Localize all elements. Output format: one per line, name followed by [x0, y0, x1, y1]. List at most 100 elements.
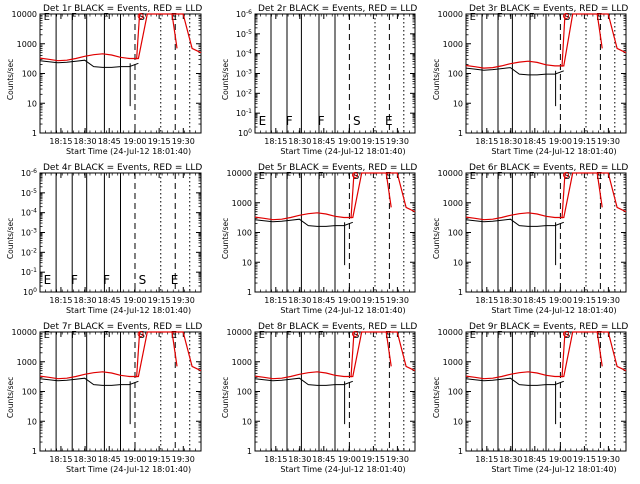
y-tick-label: 100: [22, 388, 37, 397]
y-tick-label: 10: [27, 417, 37, 426]
panel-title: Det 6r BLACK = Events, RED = LLD: [469, 163, 628, 173]
x-tick-label: 18:30: [288, 455, 311, 464]
x-axis-label: Start Time (24-Jul-12 18:01:40): [280, 306, 405, 315]
x-axis-label: Start Time (24-Jul-12 18:01:40): [66, 465, 191, 474]
flare-marker: E: [44, 330, 50, 341]
y-tick-label: 1: [458, 447, 463, 456]
y-tick-label: 100: [237, 388, 252, 397]
x-tick-label: 19:30: [386, 455, 409, 464]
y-tick-label: 1: [32, 447, 37, 456]
x-tick-label: 18:45: [98, 296, 121, 305]
x-tick-label: 19:30: [597, 296, 620, 305]
flare-marker: S: [353, 171, 359, 182]
y-tick-label: 10: [242, 258, 252, 267]
panel-title: Det 3r BLACK = Events, RED = LLD: [469, 4, 628, 14]
x-tick-label: 19:30: [172, 455, 195, 464]
flare-marker: E: [259, 330, 265, 341]
y-tick-label: 10000: [227, 169, 252, 178]
y-tick-label: 10-1: [236, 108, 252, 118]
y-axis-label: Counts/sec: [432, 377, 441, 418]
y-tick-label: 100: [22, 70, 37, 79]
x-tick-label: 19:00: [549, 137, 572, 146]
flare-marker: S: [139, 12, 145, 23]
flare-marker: F: [103, 330, 109, 341]
lld-saturation-marker: [352, 172, 358, 178]
lld-saturation-marker: [563, 172, 569, 178]
lld-rise: [561, 13, 566, 67]
flare-marker: F: [318, 114, 325, 128]
x-axis-label: Start Time (24-Jul-12 18:01:40): [66, 147, 191, 156]
lld-trace: [39, 13, 202, 62]
y-tick-label: 1000: [232, 358, 252, 367]
x-tick-label: 18:45: [523, 137, 546, 146]
y-tick-label: 10-5: [236, 29, 252, 39]
y-tick-label: 1000: [443, 358, 463, 367]
x-tick-label: 18:15: [264, 455, 287, 464]
event-trace: [465, 377, 564, 386]
x-axis-label: Start Time (24-Jul-12 18:01:40): [66, 306, 191, 315]
y-tick-label: 100: [23, 287, 37, 297]
y-tick-label: 1: [32, 129, 37, 138]
x-tick-label: 19:30: [386, 137, 409, 146]
panel-title: Det 8r BLACK = Events, RED = LLD: [258, 322, 417, 332]
flare-marker: S: [353, 114, 361, 128]
x-tick-label: 19:15: [148, 455, 171, 464]
lld-saturation-marker: [137, 13, 144, 19]
lld-decay: [385, 331, 392, 367]
x-tick-label: 19:30: [172, 296, 195, 305]
flare-marker: S: [564, 12, 570, 23]
lld-decay: [596, 13, 603, 49]
x-tick-label: 18:15: [49, 137, 72, 146]
y-tick-label: 10-3: [21, 228, 37, 238]
y-tick-label: 1: [247, 288, 252, 297]
flare-marker: F: [103, 273, 110, 287]
lld-rise: [350, 172, 355, 219]
lld-saturation-marker: [563, 331, 569, 337]
x-axis-label: Start Time (24-Jul-12 18:01:40): [491, 147, 616, 156]
y-tick-label: 10: [453, 99, 463, 108]
y-tick-label: 10000: [438, 169, 463, 178]
flare-marker: E: [470, 12, 476, 23]
flare-marker: F: [103, 12, 109, 23]
x-tick-label: 18:30: [74, 455, 97, 464]
flare-marker: E: [385, 171, 391, 182]
x-tick-label: 18:15: [475, 137, 498, 146]
x-tick-label: 18:30: [499, 455, 522, 464]
x-tick-label: 18:45: [98, 137, 121, 146]
x-tick-label: 18:45: [312, 137, 335, 146]
x-tick-label: 19:00: [338, 455, 361, 464]
x-tick-label: 19:00: [123, 455, 146, 464]
y-axis-label: Counts/sec: [432, 59, 441, 100]
flare-marker: E: [171, 273, 179, 287]
panel-det6: Det 6r BLACK = Events, RED = LLD 1 10 100 10…: [432, 163, 628, 315]
x-tick-label: 18:45: [312, 455, 335, 464]
flare-marker: E: [596, 171, 602, 182]
x-tick-label: 18:45: [523, 455, 546, 464]
y-axis-label: Counts/sec: [6, 377, 15, 418]
flare-marker: E: [259, 114, 267, 128]
panel-det5: Det 5r BLACK = Events, RED = LLD 1 10 100 10…: [221, 163, 417, 315]
flare-marker: F: [497, 12, 503, 23]
event-trace: [465, 67, 564, 76]
flare-marker: F: [497, 171, 503, 182]
y-tick-label: 10000: [12, 328, 37, 337]
y-tick-label: 10-3: [236, 69, 252, 79]
y-tick-label: 100: [237, 229, 252, 238]
flare-marker: S: [564, 330, 570, 341]
x-tick-label: 19:00: [338, 137, 361, 146]
flare-marker: F: [286, 171, 292, 182]
flare-marker: S: [139, 330, 145, 341]
y-tick-label: 10-1: [21, 267, 37, 277]
x-tick-label: 18:15: [475, 296, 498, 305]
y-tick-label: 10-4: [21, 208, 37, 218]
y-tick-label: 10-6: [21, 168, 37, 178]
panel-title: Det 1r BLACK = Events, RED = LLD: [43, 4, 202, 14]
x-tick-label: 18:15: [264, 137, 287, 146]
x-tick-label: 19:15: [148, 296, 171, 305]
lld-decay: [171, 13, 178, 49]
flare-marker: S: [139, 273, 147, 287]
y-tick-label: 10000: [438, 10, 463, 19]
panel-det8: Det 8r BLACK = Events, RED = LLD 1 10 100 10…: [221, 322, 417, 474]
